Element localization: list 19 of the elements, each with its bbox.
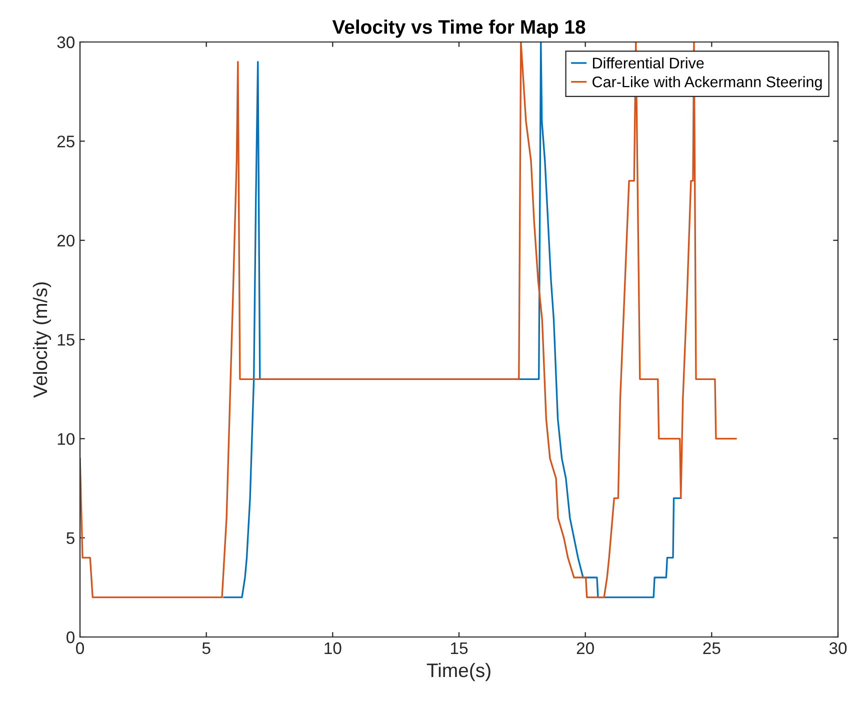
x-tick-label: 15 xyxy=(451,642,468,654)
x-tick-label: 5 xyxy=(202,642,210,654)
x-tick-label: 10 xyxy=(324,642,342,654)
y-tick-label: 0 xyxy=(66,631,74,644)
y-tick-label: 30 xyxy=(57,36,74,48)
y-tick-label: 20 xyxy=(57,234,74,247)
y-tick-label: 25 xyxy=(57,136,74,148)
x-tick-label: 30 xyxy=(829,642,847,654)
y-tick-label: 10 xyxy=(58,433,74,445)
x-tick-label: 0 xyxy=(76,642,84,654)
x-tick-label: 20 xyxy=(576,642,594,654)
y-tick-label: 15 xyxy=(58,334,74,346)
legend-label: Differential Drive xyxy=(593,57,704,68)
legend-label: Car-Like with Ackermann Steering xyxy=(592,76,822,90)
x-axis-title: Time(s) xyxy=(426,662,490,682)
chart-title: Velocity vs Time for Map 18 xyxy=(332,20,586,38)
y-axis-title: Velocity (m/s) xyxy=(32,282,52,398)
x-tick-label: 25 xyxy=(703,642,720,654)
y-tick-label: 5 xyxy=(66,532,74,544)
